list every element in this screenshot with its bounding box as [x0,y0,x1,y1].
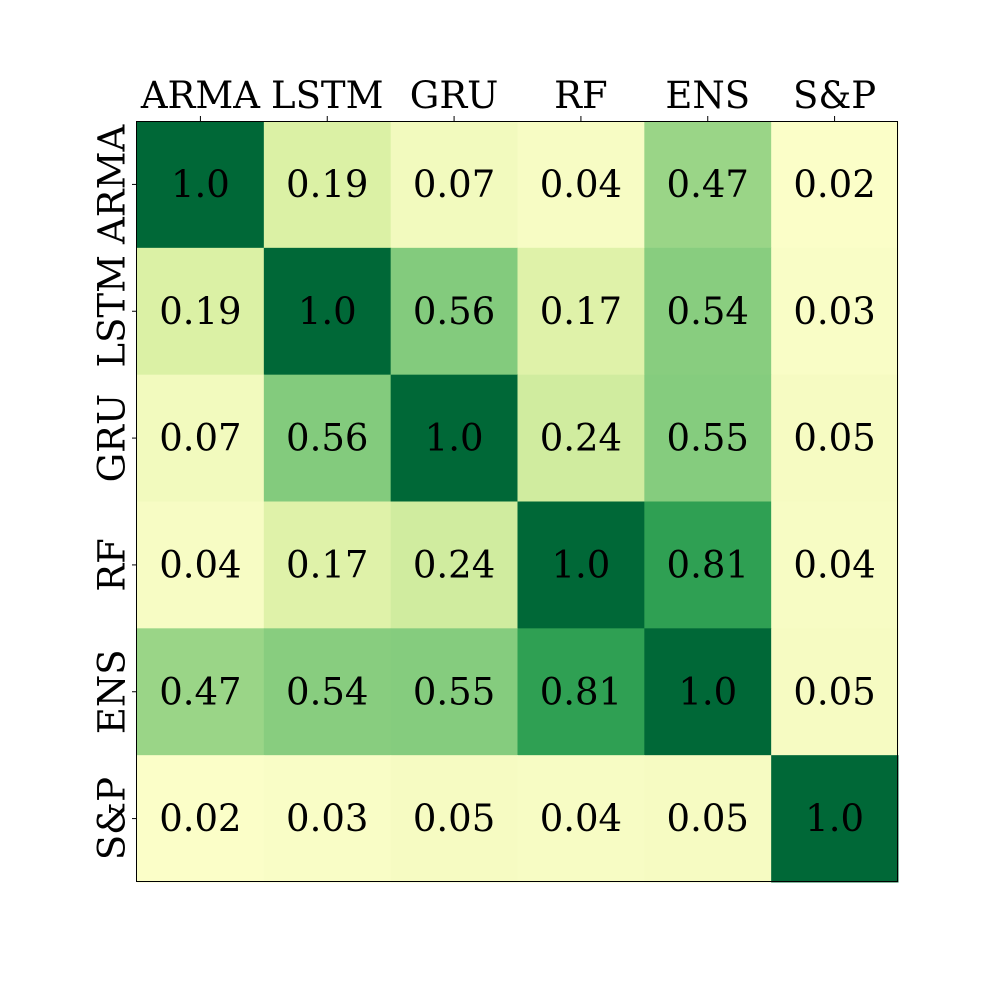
heatmap-cell-r3-c0 [137,501,265,629]
heatmap-cell-r3-c2 [390,501,518,629]
cell-value-label: 1.0 [678,670,737,713]
x-tick-label: GRU [410,74,499,117]
heatmap-cells [137,121,899,883]
cell-value-label: 0.47 [667,163,749,206]
y-tick-label: S&P [91,777,134,860]
cell-value-label: 1.0 [171,163,230,206]
heatmap-cell-labels: 1.0 0.19 0.07 0.04 0.47 0.02 0.19 1.0 0.56 0.17 0.… [159,163,876,840]
heatmap-cell-r1-c2 [390,247,518,376]
heatmap-cell-r1-c3 [517,247,645,376]
cell-value-label: 1.0 [298,290,357,333]
y-tick-label: GRU [91,394,134,483]
heatmap-cell-r2-c2 [390,374,518,502]
y-tick-labels: ARMA LSTM GRU RF ENS S&P [91,124,137,860]
heatmap-cell-r5-c3 [517,755,645,883]
heatmap-cell-r3-c4 [644,501,772,629]
cell-value-label: 1.0 [805,797,864,840]
cell-value-label: 0.05 [413,797,495,840]
cell-value-label: 0.54 [667,290,749,333]
heatmap-cell-r4-c0 [137,628,265,756]
cell-value-label: 0.56 [286,417,368,460]
cell-value-label: 0.81 [540,670,622,713]
x-tick-label: S&P [793,74,876,117]
plot-frame [136,121,898,882]
y-tick-label: LSTM [91,255,134,367]
cell-value-label: 0.54 [286,670,368,713]
heatmap-cell-r4-c3 [517,628,645,756]
cell-value-label: 0.04 [793,543,875,586]
heatmap-cell-r0-c2 [390,121,518,249]
cell-value-label: 0.03 [286,797,368,840]
y-tick-label: RF [91,538,134,592]
cell-value-label: 0.19 [286,163,368,206]
cell-value-label: 0.56 [413,290,495,333]
x-tick-label: ENS [665,74,750,117]
cell-value-label: 0.07 [413,163,495,206]
y-tick-label: ENS [91,649,134,734]
cell-value-label: 0.05 [667,797,749,840]
heatmap-cell-r2-c1 [263,374,392,502]
x-tick-label: RF [554,74,608,117]
heatmap-cell-r4-c1 [263,628,392,756]
heatmap-cell-r1-c1 [263,247,392,376]
x-tick-label: ARMA [140,74,261,117]
heatmap-cell-r5-c0 [137,755,265,883]
cell-value-label: 0.24 [413,543,495,586]
heatmap-cell-r1-c0 [137,247,265,376]
cell-value-label: 0.47 [159,670,241,713]
cell-value-label: 0.04 [159,543,241,586]
x-tick-label: LSTM [271,74,383,117]
heatmap-cell-r2-c3 [517,374,645,502]
heatmap-cell-r5-c5 [771,755,899,883]
heatmap-cell-r3-c3 [517,501,645,629]
cell-value-label: 0.07 [159,417,241,460]
cell-value-label: 0.17 [286,543,368,586]
cell-value-label: 0.81 [667,543,749,586]
x-tick-labels: ARMA LSTM GRU RF ENS S&P [140,74,876,121]
cell-value-label: 0.17 [540,290,622,333]
cell-value-label: 0.19 [159,290,241,333]
heatmap-cell-r3-c1 [263,501,392,629]
cell-value-label: 0.04 [540,163,622,206]
heatmap-cell-r2-c5 [771,374,899,502]
cell-value-label: 0.05 [793,670,875,713]
heatmap-cell-r0-c4 [644,121,772,249]
cell-value-label: 0.05 [793,417,875,460]
heatmap-cell-r5-c1 [263,755,392,883]
heatmap-cell-r1-c5 [771,247,899,376]
heatmap-cell-r0-c1 [263,121,392,249]
y-tick-label: ARMA [91,124,134,245]
heatmap-cell-r1-c4 [644,247,772,376]
heatmap-cell-r4-c4 [644,628,772,756]
heatmap-cell-r5-c4 [644,755,772,883]
heatmap-cell-r5-c2 [390,755,518,883]
heatmap-cell-r2-c0 [137,374,265,502]
heatmap-cell-r0-c0 [137,121,265,249]
heatmap-cell-r4-c5 [771,628,899,756]
cell-value-label: 1.0 [425,417,484,460]
heatmap-cell-r0-c3 [517,121,645,249]
cell-value-label: 0.55 [413,670,495,713]
cell-value-label: 0.55 [667,417,749,460]
heatmap-cell-r2-c4 [644,374,772,502]
cell-value-label: 0.24 [540,417,622,460]
cell-value-label: 0.04 [540,797,622,840]
heatmap-cell-r3-c5 [771,501,899,629]
heatmap-cell-r4-c2 [390,628,518,756]
cell-value-label: 0.02 [793,163,875,206]
cell-value-label: 0.02 [159,797,241,840]
heatmap-cell-r0-c5 [771,121,899,249]
cell-value-label: 1.0 [551,543,610,586]
cell-value-label: 0.03 [793,290,875,333]
